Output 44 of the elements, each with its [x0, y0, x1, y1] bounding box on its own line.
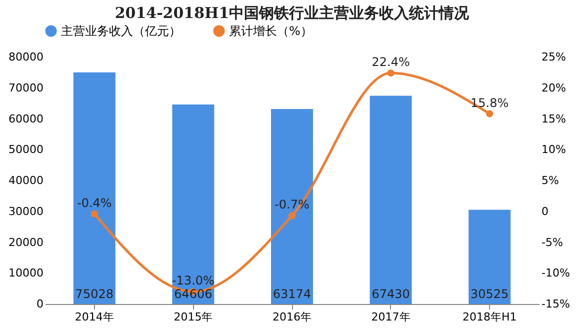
y2-tick-label: 0: [542, 204, 548, 218]
y-tick-label: 30000: [8, 204, 44, 218]
x-tick-label: 2018年H1: [462, 310, 517, 324]
legend-label: 累计增长（%）: [229, 24, 312, 38]
bar: [73, 72, 116, 304]
data-label: 30525: [470, 287, 509, 301]
data-label: -13.0%: [172, 274, 214, 288]
point: [486, 110, 494, 118]
y-tick-label: 70000: [8, 81, 44, 94]
point: [288, 212, 296, 220]
y2-tick-label: 25%: [542, 50, 566, 64]
y-tick-label: 10000: [8, 266, 44, 280]
bar: [468, 210, 511, 304]
data-label: 15.8%: [470, 96, 509, 110]
bar: [271, 108, 313, 304]
chart-title: 2014-2018H1中国钢铁行业主营业务收入统计情况: [114, 4, 470, 22]
y2-tick-label: 20%: [542, 81, 566, 94]
y2-tick-label: 5%: [542, 174, 559, 187]
data-label: -0.4%: [76, 196, 112, 210]
point: [90, 210, 98, 218]
y-tick-label: 60000: [8, 112, 44, 126]
x-tick-label: 2014年: [74, 310, 114, 324]
y2-tick-label: 15%: [542, 112, 566, 126]
data-label: 22.4%: [372, 55, 410, 70]
x-tick-label: 2016年: [272, 310, 312, 324]
x-tick-label: 2017年: [371, 310, 410, 324]
y2-tick-label: 10%: [542, 143, 566, 156]
data-label: 67430: [372, 287, 410, 301]
x-tick-label: 2015年: [174, 310, 213, 324]
data-label: 75028: [75, 287, 114, 301]
bar: [172, 104, 214, 304]
y-tick-label: 20000: [8, 236, 44, 249]
y2-tick-label: -10%: [542, 266, 570, 280]
y-tick-label: 0: [36, 298, 44, 310]
legend-label: 主营业务收入（亿元）: [61, 24, 181, 38]
point: [387, 70, 394, 77]
y-tick-label: 80000: [8, 50, 44, 64]
y2-tick-label: -15%: [542, 298, 570, 310]
bar: [370, 96, 412, 304]
y2-tick-label: -5%: [542, 236, 563, 249]
data-label: 63174: [272, 287, 312, 301]
y-tick-label: 40000: [8, 174, 44, 187]
data-label: 64606: [174, 287, 212, 301]
y-tick-label: 50000: [8, 143, 44, 156]
